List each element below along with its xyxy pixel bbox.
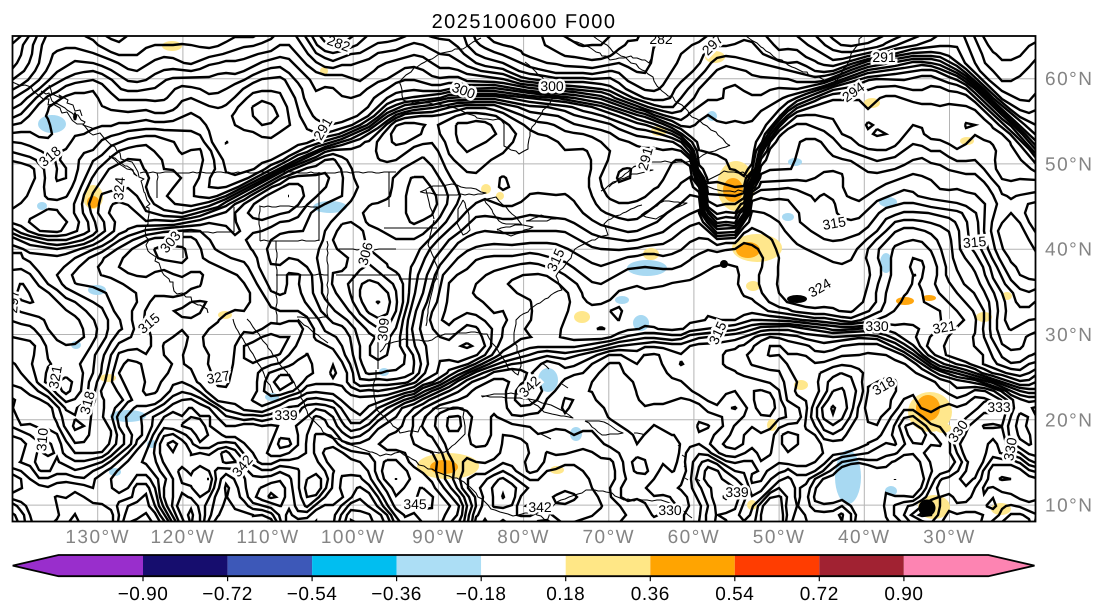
svg-text:315: 315	[962, 233, 987, 251]
svg-text:20°N: 20°N	[1045, 410, 1093, 431]
svg-text:30°W: 30°W	[923, 527, 976, 548]
svg-text:10°N: 10°N	[1045, 496, 1093, 517]
svg-text:324: 324	[805, 275, 833, 301]
svg-text:345: 345	[403, 496, 427, 512]
svg-text:50°N: 50°N	[1045, 154, 1093, 175]
svg-text:60°W: 60°W	[668, 527, 721, 548]
svg-text:30°N: 30°N	[1045, 325, 1093, 346]
svg-text:0.36: 0.36	[631, 584, 670, 605]
svg-text:321: 321	[45, 364, 65, 390]
svg-text:130°W: 130°W	[65, 527, 130, 548]
svg-text:324: 324	[110, 176, 128, 201]
svg-text:291: 291	[634, 145, 656, 172]
svg-text:330: 330	[658, 502, 682, 518]
svg-text:0.18: 0.18	[546, 584, 585, 605]
svg-text:−0.72: −0.72	[202, 584, 253, 605]
svg-text:100°W: 100°W	[321, 527, 386, 548]
svg-text:40°N: 40°N	[1045, 240, 1093, 261]
svg-text:50°W: 50°W	[753, 527, 806, 548]
svg-text:310: 310	[33, 427, 51, 452]
svg-text:−0.18: −0.18	[456, 584, 507, 605]
svg-text:0.90: 0.90	[884, 584, 923, 605]
svg-text:315: 315	[543, 246, 567, 274]
svg-text:40°W: 40°W	[838, 527, 891, 548]
svg-text:60°N: 60°N	[1045, 69, 1093, 90]
svg-text:2025100600 F000: 2025100600 F000	[432, 11, 617, 33]
svg-text:120°W: 120°W	[151, 527, 216, 548]
svg-text:110°W: 110°W	[236, 527, 299, 548]
svg-text:333: 333	[987, 399, 1011, 415]
svg-text:330: 330	[865, 318, 889, 334]
svg-text:315: 315	[821, 213, 847, 233]
svg-text:0.54: 0.54	[715, 584, 754, 605]
svg-text:339: 339	[725, 484, 749, 500]
svg-text:−0.54: −0.54	[287, 584, 338, 605]
svg-text:291: 291	[872, 49, 896, 65]
svg-text:306: 306	[354, 240, 376, 267]
svg-text:0.72: 0.72	[800, 584, 839, 605]
svg-text:70°W: 70°W	[582, 527, 635, 548]
svg-text:−0.90: −0.90	[118, 584, 169, 605]
svg-text:282: 282	[649, 31, 673, 47]
svg-text:80°W: 80°W	[497, 527, 550, 548]
svg-text:90°W: 90°W	[412, 527, 465, 548]
svg-text:300: 300	[540, 78, 564, 94]
svg-text:342: 342	[528, 499, 552, 515]
svg-text:339: 339	[274, 407, 298, 423]
svg-text:309: 309	[374, 317, 392, 342]
svg-text:315: 315	[135, 309, 163, 336]
svg-text:−0.36: −0.36	[371, 584, 422, 605]
